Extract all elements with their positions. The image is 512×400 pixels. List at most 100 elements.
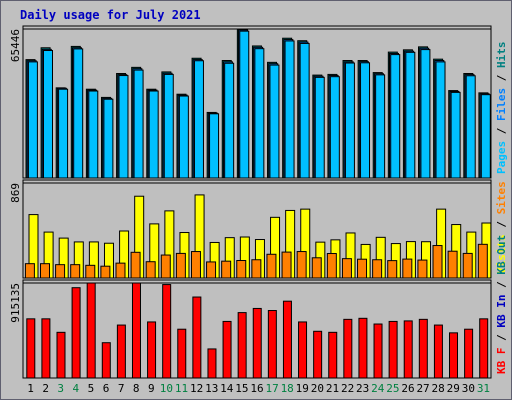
bar-sites-day-31 xyxy=(477,243,488,279)
bar-sites-day-29 xyxy=(447,250,458,279)
bar-kb-f-day-3 xyxy=(56,331,66,379)
bar-pages-day-12 xyxy=(193,60,204,179)
legend-part-2-0: KB F xyxy=(495,348,508,375)
bar-pages-day-22 xyxy=(344,62,355,179)
bar-sites-day-24 xyxy=(372,259,383,279)
bar-sites-day-2 xyxy=(39,263,50,279)
bar-kb-f-day-19 xyxy=(298,321,308,379)
bar-pages-day-5 xyxy=(88,90,99,179)
bar-sites-day-12 xyxy=(190,251,201,279)
bar-pages-day-29 xyxy=(450,91,461,179)
legend-part-0-1: / xyxy=(495,121,508,141)
legend-part-2-2: KB In xyxy=(495,295,508,328)
bar-kb-f-day-5 xyxy=(86,282,96,379)
x-tick-label-day-13: 13 xyxy=(205,382,218,395)
x-tick-label-day-5: 5 xyxy=(88,382,95,395)
bar-pages-day-17 xyxy=(269,64,280,179)
x-tick-label-day-30: 30 xyxy=(462,382,475,395)
x-tick-label-day-15: 15 xyxy=(235,382,248,395)
bar-sites-day-15 xyxy=(236,260,247,279)
bar-kb-f-day-6 xyxy=(101,342,111,379)
bar-sites-day-19 xyxy=(296,251,307,279)
x-tick-label-day-1: 1 xyxy=(27,382,34,395)
bar-sites-day-4 xyxy=(70,264,81,279)
bar-sites-day-17 xyxy=(266,253,277,279)
bar-pages-day-27 xyxy=(420,49,431,179)
x-tick-label-day-22: 22 xyxy=(341,382,354,395)
bar-kb-f-day-30 xyxy=(464,328,474,379)
bar-kb-f-day-7 xyxy=(116,324,126,379)
x-tick-label-day-26: 26 xyxy=(401,382,414,395)
bar-kb-f-day-13 xyxy=(207,348,217,379)
bar-pages-day-13 xyxy=(209,113,220,179)
bar-sites-day-28 xyxy=(432,245,443,279)
x-tick-label-day-6: 6 xyxy=(103,382,110,395)
bar-sites-day-11 xyxy=(175,252,186,279)
bar-pages-day-19 xyxy=(299,42,310,179)
bar-pages-day-26 xyxy=(405,51,416,179)
x-tick-label-day-24: 24 xyxy=(371,382,385,395)
panel-kbytes-ymax-label: 915135 xyxy=(9,283,22,323)
x-tick-label-day-21: 21 xyxy=(326,382,339,395)
legend-part-1-1: / xyxy=(495,214,508,234)
bar-kb-f-day-21 xyxy=(328,331,338,379)
bar-kb-f-day-20 xyxy=(313,330,323,379)
bar-pages-day-14 xyxy=(224,62,235,179)
bar-sites-day-6 xyxy=(100,265,111,279)
bar-pages-day-4 xyxy=(73,48,84,179)
bar-pages-day-21 xyxy=(329,76,340,179)
bar-pages-day-28 xyxy=(435,61,446,179)
bar-pages-day-18 xyxy=(284,40,295,179)
panel-visits-legend: Visits / Sites xyxy=(495,181,508,274)
x-tick-label-day-17: 17 xyxy=(265,382,278,395)
bar-kb-f-day-26 xyxy=(403,320,413,379)
x-tick-label-day-10: 10 xyxy=(160,382,173,395)
panel-visits: 869 xyxy=(9,179,492,279)
bar-pages-day-1 xyxy=(27,61,38,179)
bar-kb-f-day-10 xyxy=(162,284,172,379)
bar-kb-f-day-12 xyxy=(192,296,202,379)
panel-hits-legend: Pages / Files / Hits xyxy=(495,42,508,175)
bar-kb-f-day-27 xyxy=(418,318,428,379)
bar-kb-f-day-1 xyxy=(26,318,36,379)
panel-hits-ymax-label: 65446 xyxy=(9,29,22,62)
bar-pages-day-11 xyxy=(178,95,189,179)
bar-sites-day-9 xyxy=(145,261,156,279)
legend-part-2-4: KB Out xyxy=(495,235,508,275)
x-tick-label-day-19: 19 xyxy=(296,382,309,395)
bar-sites-day-16 xyxy=(251,259,262,279)
x-tick-label-day-20: 20 xyxy=(311,382,324,395)
bar-pages-day-6 xyxy=(103,98,114,179)
panel-kbytes-legend: KB F / KB In / KB Out xyxy=(495,235,508,374)
x-tick-label-day-2: 2 xyxy=(42,382,49,395)
bar-sites-day-7 xyxy=(115,262,126,279)
legend-part-0-3: / xyxy=(495,68,508,88)
chart-panels: 65446 869 915135 xyxy=(9,25,492,379)
x-tick-label-day-27: 27 xyxy=(416,382,429,395)
legend-part-1-0: Visits xyxy=(495,234,508,274)
bar-kb-f-day-24 xyxy=(373,323,383,379)
x-tick-label-day-25: 25 xyxy=(386,382,399,395)
panel-visits-ymax-label: 869 xyxy=(9,183,22,203)
bar-sites-day-18 xyxy=(281,251,292,279)
bar-sites-day-3 xyxy=(55,264,66,279)
bar-sites-day-1 xyxy=(24,263,35,279)
bar-kb-f-day-18 xyxy=(282,300,292,379)
bar-sites-day-22 xyxy=(341,258,352,279)
x-tick-label-day-12: 12 xyxy=(190,382,203,395)
bar-pages-day-16 xyxy=(254,48,265,179)
panel-kbytes: 915135 xyxy=(9,279,492,379)
bar-sites-day-20 xyxy=(311,257,322,279)
x-tick-label-day-31: 31 xyxy=(477,382,490,395)
bar-pages-day-31 xyxy=(480,94,491,179)
x-tick-label-day-28: 28 xyxy=(432,382,445,395)
bar-kb-f-day-25 xyxy=(388,320,398,379)
bar-pages-day-7 xyxy=(118,75,129,179)
bar-kb-f-day-28 xyxy=(433,324,443,379)
bar-pages-day-25 xyxy=(390,54,401,179)
bar-kb-f-day-16 xyxy=(252,307,262,379)
bar-sites-day-27 xyxy=(417,259,428,279)
bar-sites-day-21 xyxy=(326,253,337,279)
